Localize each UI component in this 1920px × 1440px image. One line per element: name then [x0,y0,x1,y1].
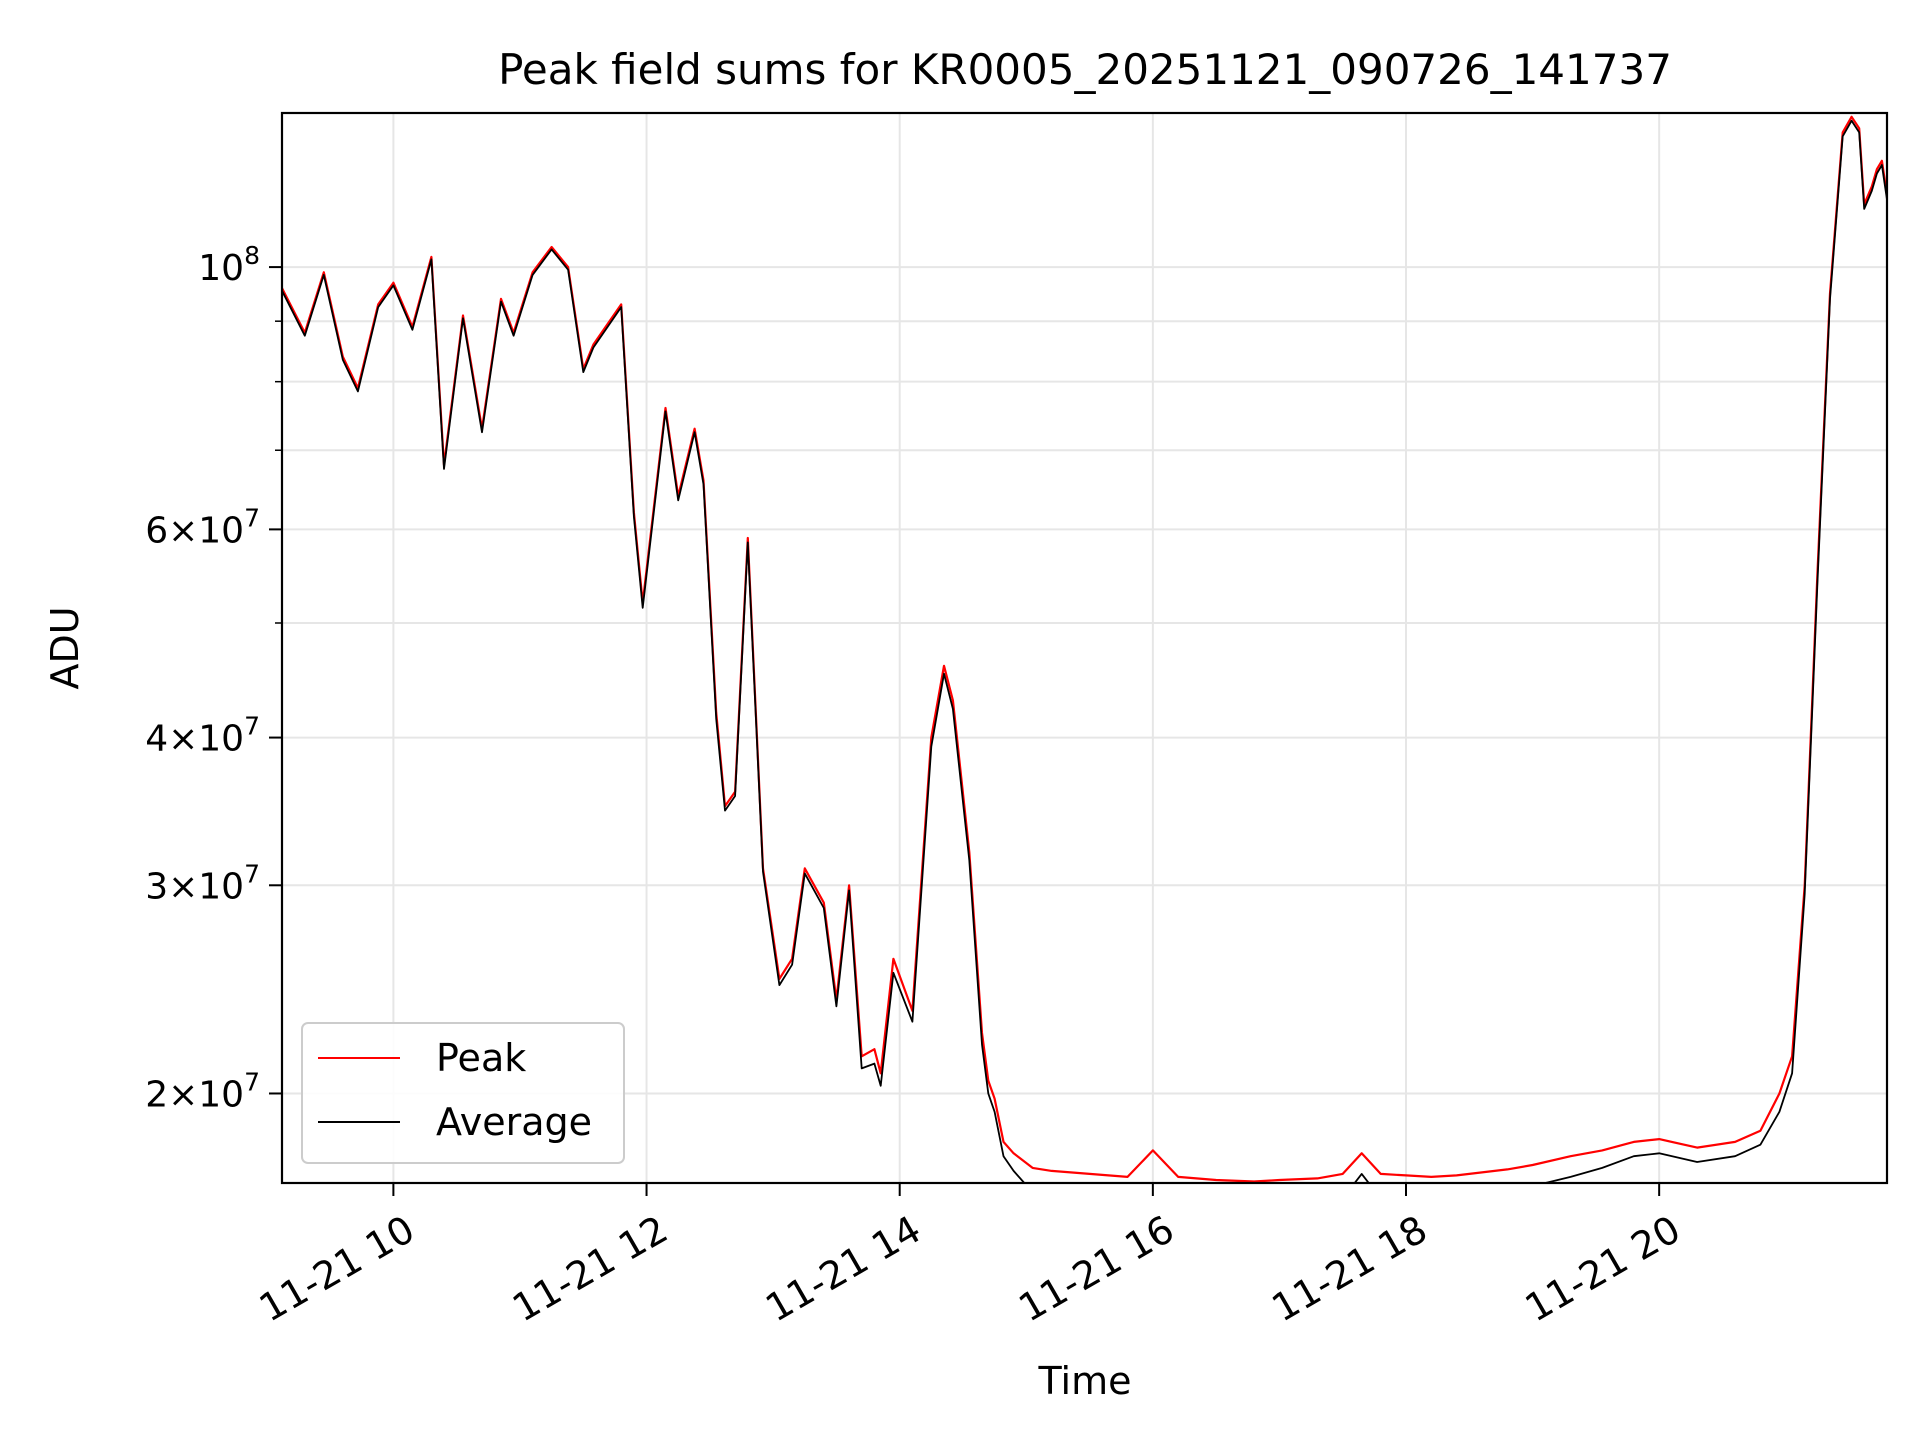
chart-title: Peak field sums for KR0005_20251121_0907… [498,45,1672,94]
legend-label-peak: Peak [436,1036,526,1080]
y-tick-times: × [168,719,198,760]
y-tick-label: 3×107 [145,859,260,907]
y-tick-times: × [168,510,198,551]
y-tick-times: × [168,1074,198,1115]
y-tick-label: 6×107 [145,503,260,551]
y-tick-exponent: 8 [244,241,260,270]
plot-frame [280,111,1889,1185]
series-line-average [282,119,1887,1183]
legend: Peak Average [301,1022,625,1164]
y-tick-label: 2×107 [145,1067,260,1115]
series-layer [282,115,1887,1183]
y-tick-base: 10 [198,866,244,907]
y-tick-exponent: 7 [244,503,260,532]
y-tick-exponent: 7 [244,1067,260,1096]
y-axis-label: ADU [43,606,87,689]
y-tick-base: 10 [198,248,244,289]
y-tick-base: 10 [198,510,244,551]
y-tick-mantissa: 2 [145,1074,168,1115]
y-tick-mantissa: 6 [145,510,168,551]
y-tick-times: × [168,866,198,907]
x-axis-label: Time [1038,1359,1132,1403]
y-tick-mantissa: 3 [145,866,168,907]
legend-label-average: Average [436,1100,592,1144]
y-tick-base: 10 [198,1074,244,1115]
y-tick-label: 4×107 [145,712,260,760]
y-tick-exponent: 7 [244,712,260,741]
y-tick-base: 10 [198,719,244,760]
y-tick-exponent: 7 [244,859,260,888]
y-tick-label: 108 [198,241,260,289]
y-tick-mantissa: 4 [145,719,168,760]
